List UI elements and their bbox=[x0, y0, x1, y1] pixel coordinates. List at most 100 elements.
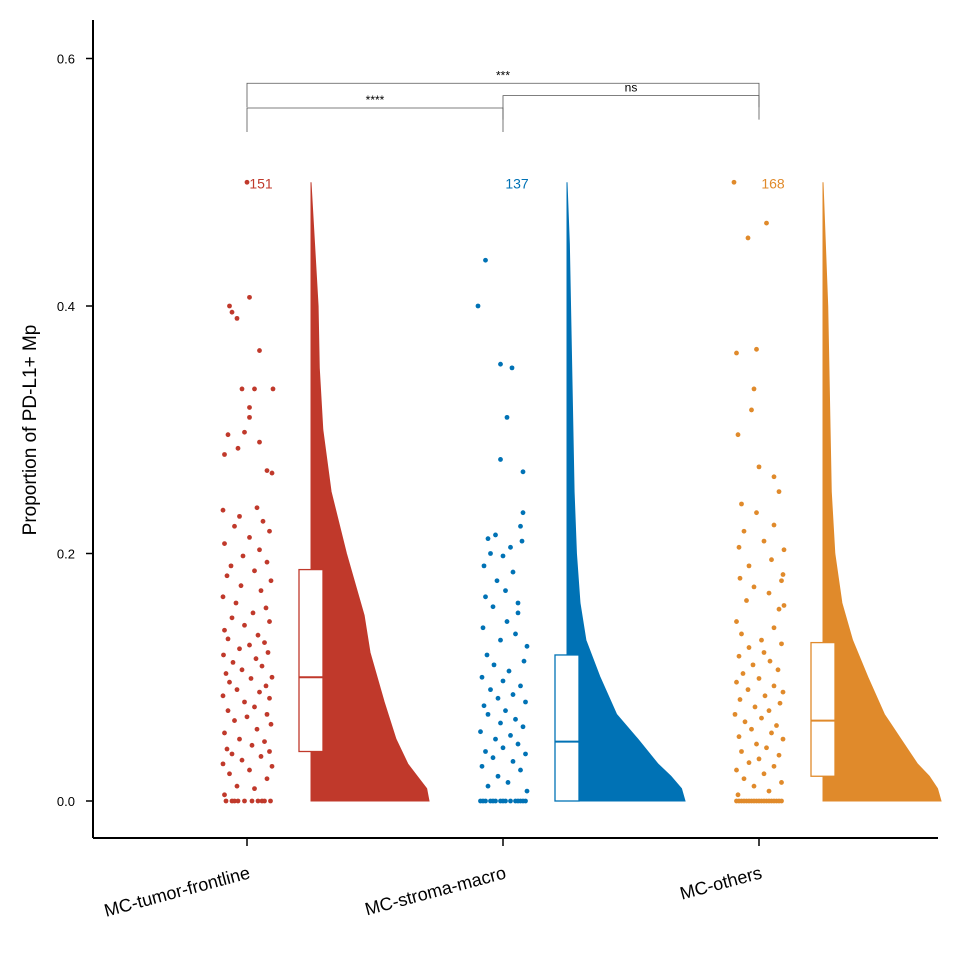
data-point bbox=[232, 798, 237, 804]
data-point bbox=[513, 631, 518, 637]
data-point bbox=[252, 704, 257, 710]
data-point bbox=[732, 711, 738, 717]
y-tick-label: 0.6 bbox=[57, 52, 75, 67]
data-point bbox=[247, 642, 252, 648]
data-point bbox=[752, 704, 758, 710]
data-point bbox=[220, 507, 226, 513]
data-point bbox=[228, 563, 234, 569]
count-label: 168 bbox=[761, 175, 785, 191]
data-point bbox=[764, 745, 769, 751]
data-point bbox=[756, 676, 762, 681]
data-point bbox=[225, 432, 231, 438]
data-point bbox=[506, 668, 512, 674]
data-point bbox=[239, 757, 245, 763]
data-point bbox=[481, 563, 487, 569]
data-point bbox=[734, 679, 739, 685]
data-point bbox=[731, 179, 737, 185]
data-point bbox=[222, 541, 227, 546]
data-point bbox=[239, 386, 245, 392]
data-point bbox=[232, 523, 237, 529]
significance-bracket bbox=[502, 95, 760, 120]
data-point bbox=[244, 179, 250, 185]
data-point bbox=[737, 575, 743, 581]
data-point bbox=[498, 361, 503, 367]
data-point bbox=[740, 671, 746, 676]
data-point bbox=[493, 736, 498, 742]
data-point bbox=[479, 763, 485, 769]
data-point bbox=[510, 569, 516, 575]
data-point bbox=[750, 662, 756, 668]
data-point bbox=[739, 631, 744, 637]
data-point bbox=[510, 692, 516, 697]
data-point bbox=[523, 699, 528, 705]
data-point bbox=[233, 600, 239, 606]
data-point bbox=[257, 689, 262, 695]
y-axis-title: Proportion of PD-L1+ Mp bbox=[20, 325, 41, 536]
data-point bbox=[253, 656, 259, 662]
data-point bbox=[739, 501, 744, 507]
data-point bbox=[756, 756, 762, 762]
data-point bbox=[244, 714, 250, 720]
data-point bbox=[488, 687, 493, 693]
data-point bbox=[252, 786, 257, 792]
data-point bbox=[227, 303, 232, 309]
significance-label: ns bbox=[625, 81, 638, 95]
data-point bbox=[735, 792, 741, 798]
data-point bbox=[504, 414, 510, 420]
data-point bbox=[766, 708, 772, 714]
data-point bbox=[247, 767, 252, 773]
data-point bbox=[736, 544, 742, 550]
data-point bbox=[494, 578, 500, 584]
data-point bbox=[264, 468, 270, 473]
data-point bbox=[761, 771, 767, 777]
data-point bbox=[480, 798, 486, 804]
data-point bbox=[247, 294, 252, 300]
data-point bbox=[254, 726, 260, 732]
data-point bbox=[761, 650, 767, 655]
box bbox=[298, 568, 324, 753]
data-point bbox=[478, 729, 483, 735]
data-point bbox=[237, 646, 242, 652]
violin bbox=[566, 182, 686, 802]
data-point bbox=[263, 605, 269, 611]
data-point bbox=[776, 606, 782, 612]
plot-area: 151 137 168*******ns bbox=[220, 68, 942, 804]
data-point bbox=[500, 553, 506, 559]
data-point bbox=[754, 346, 759, 352]
data-point bbox=[264, 776, 270, 782]
data-point bbox=[222, 452, 227, 457]
data-point bbox=[519, 538, 525, 544]
data-point bbox=[741, 528, 747, 534]
data-point bbox=[235, 445, 241, 451]
data-point bbox=[498, 637, 503, 643]
data-point bbox=[741, 776, 747, 782]
data-point bbox=[769, 557, 774, 563]
data-point bbox=[739, 749, 744, 754]
data-point bbox=[232, 718, 237, 723]
data-point bbox=[751, 798, 757, 804]
data-point bbox=[220, 693, 226, 699]
data-point bbox=[255, 632, 261, 638]
data-point bbox=[762, 693, 768, 699]
data-point bbox=[780, 572, 786, 577]
data-point bbox=[269, 470, 275, 476]
data-point bbox=[734, 350, 739, 356]
data-point bbox=[508, 798, 513, 804]
data-point bbox=[751, 386, 757, 392]
data-point bbox=[222, 627, 227, 633]
x-tick-label: MC-others bbox=[678, 863, 764, 904]
data-point bbox=[257, 348, 262, 353]
violin bbox=[310, 182, 430, 802]
data-point bbox=[523, 751, 528, 757]
data-point bbox=[268, 721, 274, 727]
data-point bbox=[229, 615, 235, 621]
data-point bbox=[518, 523, 523, 529]
data-point bbox=[268, 578, 274, 584]
data-point bbox=[475, 303, 481, 309]
data-point bbox=[257, 439, 262, 445]
data-point bbox=[741, 798, 747, 804]
data-point bbox=[781, 547, 787, 553]
data-point bbox=[734, 767, 739, 773]
data-point bbox=[235, 798, 241, 804]
data-point bbox=[746, 798, 752, 804]
